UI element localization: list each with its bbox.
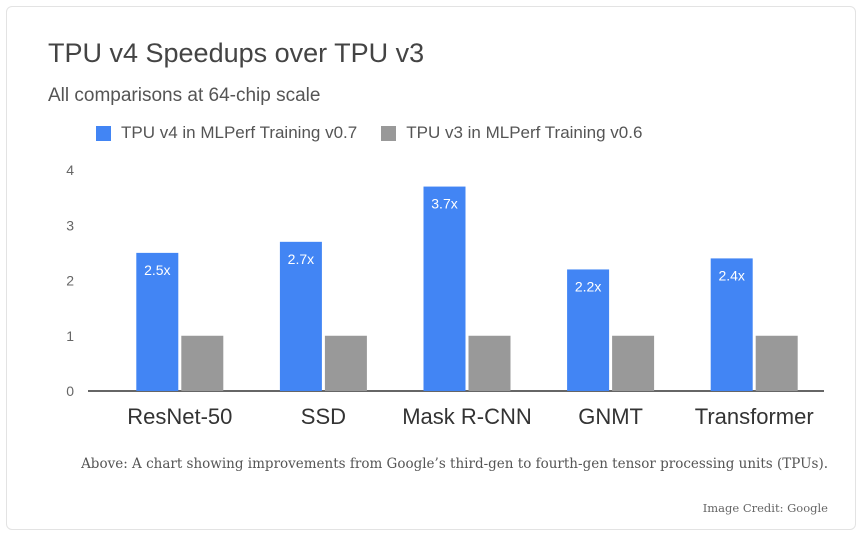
legend-swatch-tpu-v4 (96, 125, 111, 141)
legend-item-tpu-v3: TPU v3 in MLPerf Training v0.6 (381, 123, 642, 143)
bar-tpu-v3 (468, 335, 511, 391)
bar-data-label: 2.7x (288, 251, 314, 267)
bar-tpu-v4 (567, 269, 610, 391)
legend-label-tpu-v4: TPU v4 in MLPerf Training v0.7 (121, 123, 358, 142)
y-tick-label: 4 (66, 162, 74, 178)
y-tick-label: 2 (66, 273, 74, 289)
chart-frame (6, 6, 856, 530)
x-category-label: Mask R-CNN (402, 404, 532, 429)
x-category-label: GNMT (578, 404, 643, 429)
x-category-label: SSD (301, 404, 346, 429)
bar-tpu-v4 (279, 241, 322, 391)
bar-tpu-v4 (710, 258, 753, 391)
bar-data-label: 2.4x (718, 267, 744, 283)
bar-data-label: 3.7x (431, 196, 457, 212)
legend-item-tpu-v4: TPU v4 in MLPerf Training v0.7 (96, 123, 357, 143)
x-category-label: ResNet-50 (127, 404, 232, 429)
bar-tpu-v3 (755, 335, 798, 391)
chart-title: TPU v4 Speedups over TPU v3 (48, 38, 425, 68)
chart-legend: TPU v4 in MLPerf Training v0.7 TPU v3 in… (96, 123, 666, 143)
bar-tpu-v3 (181, 335, 224, 391)
image-credit: Image Credit: Google (702, 501, 828, 515)
y-tick-label: 0 (66, 383, 74, 399)
bar-tpu-v4 (136, 252, 179, 391)
figure-caption: Above: A chart showing improvements from… (81, 456, 828, 472)
chart-subtitle: All comparisons at 64-chip scale (48, 85, 321, 106)
bar-tpu-v3 (324, 335, 367, 391)
bar-data-label: 2.5x (144, 262, 170, 278)
x-category-label: Transformer (695, 404, 814, 429)
y-tick-label: 1 (66, 328, 74, 344)
bar-tpu-v3 (612, 335, 655, 391)
y-tick-label: 3 (66, 217, 74, 233)
legend-swatch-tpu-v3 (381, 125, 397, 141)
bar-tpu-v4 (423, 186, 466, 391)
legend-label-tpu-v3: TPU v3 in MLPerf Training v0.6 (406, 123, 643, 142)
bar-data-label: 2.2x (575, 278, 601, 294)
